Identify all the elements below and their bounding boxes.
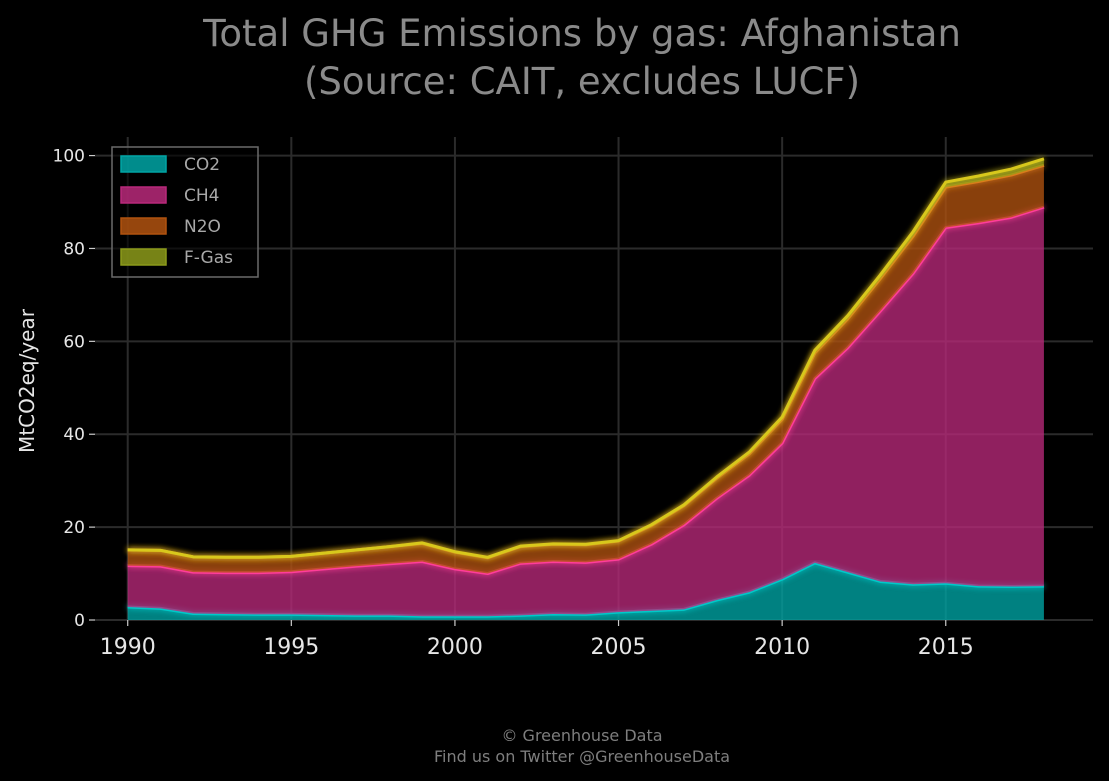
legend-label-ch4: CH4 — [184, 186, 219, 206]
legend-swatch-ch4 — [120, 186, 167, 204]
x-tick-label: 2005 — [591, 635, 647, 660]
series-area-n2o — [127, 165, 1044, 574]
y-tick-label: 40 — [63, 425, 85, 445]
chart-title: Total GHG Emissions by gas: Afghanistan — [202, 12, 961, 55]
axes: 0 20 40 60 80 100 1990 1995 2000 2005 2010 2015 — [53, 147, 974, 660]
y-tick-label: 60 — [63, 332, 85, 352]
legend: CO2 CH4 N2O F-Gas — [111, 146, 259, 278]
footer-twitter: Find us on Twitter @GreenhouseData — [434, 747, 730, 766]
legend-label-co2: CO2 — [184, 155, 220, 175]
legend-label-n2o: N2O — [184, 217, 221, 237]
x-tick-label: 1995 — [263, 635, 319, 660]
series-areas — [127, 157, 1045, 620]
legend-swatch-n2o — [120, 217, 167, 235]
y-axis-label: MtCO2eq/year — [15, 308, 39, 453]
y-tick-label: 0 — [74, 611, 85, 631]
series-area-ch4 — [127, 207, 1044, 617]
x-tick-label: 2010 — [754, 635, 810, 660]
x-tick-label: 2000 — [427, 635, 483, 660]
series-line-f-gas — [127, 157, 1045, 559]
footer-copyright: © Greenhouse Data — [501, 726, 662, 745]
legend-swatch-co2 — [120, 155, 167, 173]
legend-label-f-gas: F-Gas — [184, 248, 233, 268]
x-tick-label: 2015 — [918, 635, 974, 660]
series-area-co2 — [127, 562, 1044, 620]
y-tick-label: 100 — [53, 147, 85, 167]
x-tick-label: 1990 — [100, 635, 156, 660]
legend-swatch-f-gas — [120, 248, 167, 266]
chart-subtitle: (Source: CAIT, excludes LUCF) — [304, 60, 860, 103]
y-tick-label: 20 — [63, 518, 85, 538]
y-tick-label: 80 — [63, 239, 85, 259]
